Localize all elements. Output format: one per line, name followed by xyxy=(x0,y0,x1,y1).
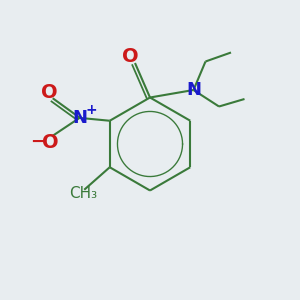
Text: O: O xyxy=(122,47,139,67)
Text: O: O xyxy=(41,83,58,102)
Text: −: − xyxy=(30,133,45,151)
Text: N: N xyxy=(186,81,201,99)
Text: CH₃: CH₃ xyxy=(69,186,97,201)
Text: O: O xyxy=(42,133,58,152)
Text: +: + xyxy=(85,103,97,117)
Text: N: N xyxy=(72,109,87,127)
